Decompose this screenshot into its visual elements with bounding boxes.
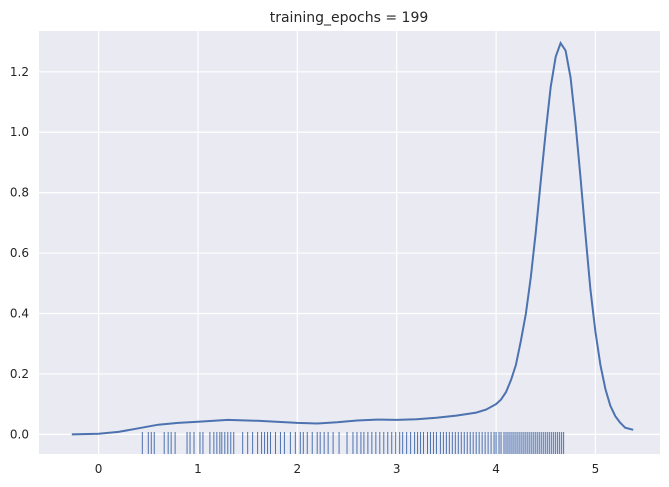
x-tick-label: 5 [592, 462, 600, 476]
y-tick-label: 0.2 [10, 367, 29, 381]
x-tick-label: 2 [294, 462, 302, 476]
y-tick-label: 1.2 [10, 65, 29, 79]
y-axis: 0.0 0.2 0.4 0.6 0.8 1.0 1.2 [10, 65, 29, 442]
y-tick-label: 1.0 [10, 125, 29, 139]
x-tick-label: 1 [194, 462, 202, 476]
plot-area [39, 31, 660, 454]
x-tick-label: 0 [95, 462, 103, 476]
rug-marks [141, 432, 565, 454]
y-tick-label: 0.6 [10, 246, 29, 260]
x-tick-label: 3 [393, 462, 401, 476]
grid [39, 31, 660, 454]
y-tick-label: 0.8 [10, 186, 29, 200]
x-tick-label: 4 [492, 462, 500, 476]
kde-line [71, 40, 634, 436]
x-axis: 0 1 2 3 4 5 [95, 462, 599, 476]
chart-title: training_epochs = 199 [270, 10, 429, 26]
y-tick-label: 0.0 [10, 427, 29, 441]
y-tick-label: 0.4 [10, 307, 29, 321]
